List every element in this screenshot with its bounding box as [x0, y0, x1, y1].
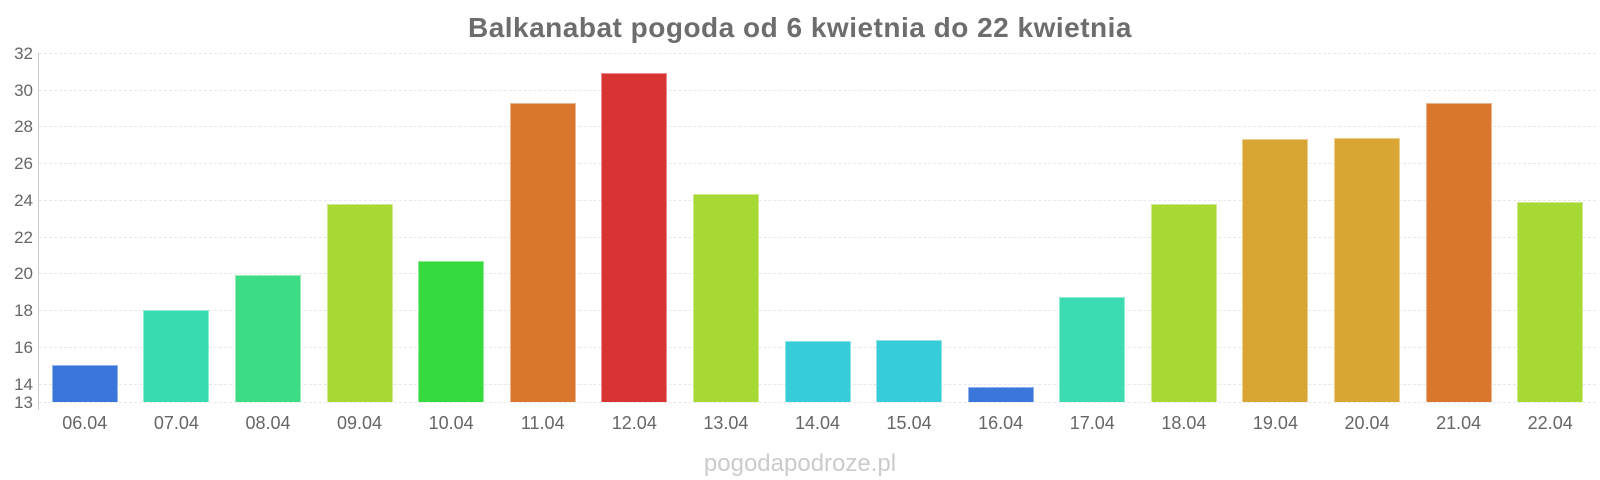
bar-12.04[interactable]: [601, 73, 668, 402]
bar-06.04[interactable]: [51, 365, 118, 402]
bar-18.04[interactable]: [1150, 203, 1217, 402]
x-tick-label-10.04: 10.04: [428, 413, 474, 433]
bar-17.04[interactable]: [1059, 297, 1126, 402]
gridline-28: [39, 126, 1596, 128]
y-tick-label-16: 16: [14, 337, 33, 357]
x-tick-label-09.04: 09.04: [337, 413, 383, 433]
bar-08.04[interactable]: [234, 275, 301, 402]
x-tick-label-16.04: 16.04: [978, 413, 1024, 433]
x-tick-label-17.04: 17.04: [1069, 413, 1115, 433]
y-tick-label-22: 22: [14, 227, 33, 247]
x-tick-label-22.04: 22.04: [1527, 413, 1573, 433]
y-tick-label-13: 13: [14, 393, 33, 412]
x-tick-label-12.04: 12.04: [611, 413, 657, 433]
gridline-22: [39, 236, 1596, 238]
bar-10.04[interactable]: [418, 260, 485, 402]
y-tick-label-26: 26: [14, 154, 33, 174]
x-tick-label-14.04: 14.04: [794, 413, 841, 433]
x-tick-label-13.04: 13.04: [703, 413, 749, 433]
plot-area: [39, 53, 1596, 403]
bar-07.04[interactable]: [143, 310, 210, 402]
chart-title: Balkanabat pogoda od 6 kwietnia do 22 kw…: [467, 12, 1133, 43]
bar-16.04[interactable]: [967, 387, 1034, 402]
gridline-20: [39, 273, 1596, 275]
y-tick-label-30: 30: [14, 80, 33, 100]
gridline-18: [39, 310, 1596, 312]
x-tick-label-11.04: 11.04: [520, 413, 565, 433]
bar-13.04[interactable]: [692, 194, 759, 402]
bar-09.04[interactable]: [326, 203, 393, 402]
gridline-30: [39, 89, 1596, 91]
y-tick-label-18: 18: [14, 301, 33, 321]
y-tick-label-28: 28: [14, 117, 33, 137]
bar-20.04[interactable]: [1334, 137, 1401, 402]
x-tick-label-18.04: 18.04: [1161, 413, 1207, 433]
gridline-13: [39, 402, 1596, 403]
y-tick-label-32: 32: [14, 44, 33, 63]
bar-11.04[interactable]: [509, 102, 576, 402]
x-tick-label-19.04: 19.04: [1252, 413, 1298, 433]
y-tick-label-20: 20: [14, 264, 33, 284]
x-tick-label-08.04: 08.04: [245, 413, 291, 433]
y-axis-line: [38, 53, 39, 410]
bar-14.04[interactable]: [784, 341, 851, 402]
x-tick-label-21.04: 21.04: [1436, 413, 1482, 433]
gridline-32: [39, 53, 1596, 54]
gridline-26: [39, 163, 1596, 165]
y-tick-label-24: 24: [14, 190, 33, 210]
x-tick-label-15.04: 15.04: [886, 413, 932, 433]
x-tick-label-06.04: 06.04: [62, 413, 108, 433]
bar-19.04[interactable]: [1242, 139, 1309, 402]
y-tick-label-14: 14: [14, 374, 33, 394]
x-tick-label-07.04: 07.04: [153, 413, 199, 433]
x-tick-label-20.04: 20.04: [1344, 413, 1390, 433]
bar-22.04[interactable]: [1517, 201, 1584, 402]
watermark-text: pogodapodroze.pl: [703, 450, 897, 477]
bar-21.04[interactable]: [1425, 102, 1492, 402]
bar-15.04[interactable]: [876, 339, 943, 402]
gridline-24: [39, 199, 1596, 201]
